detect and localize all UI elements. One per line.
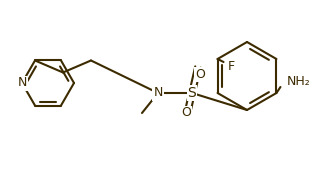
Text: N: N [17,76,27,89]
Text: NH₂: NH₂ [287,75,310,88]
Text: S: S [188,86,196,100]
Text: O: O [195,68,205,81]
Text: F: F [228,61,235,74]
Text: N: N [153,87,163,100]
Text: O: O [181,107,191,120]
